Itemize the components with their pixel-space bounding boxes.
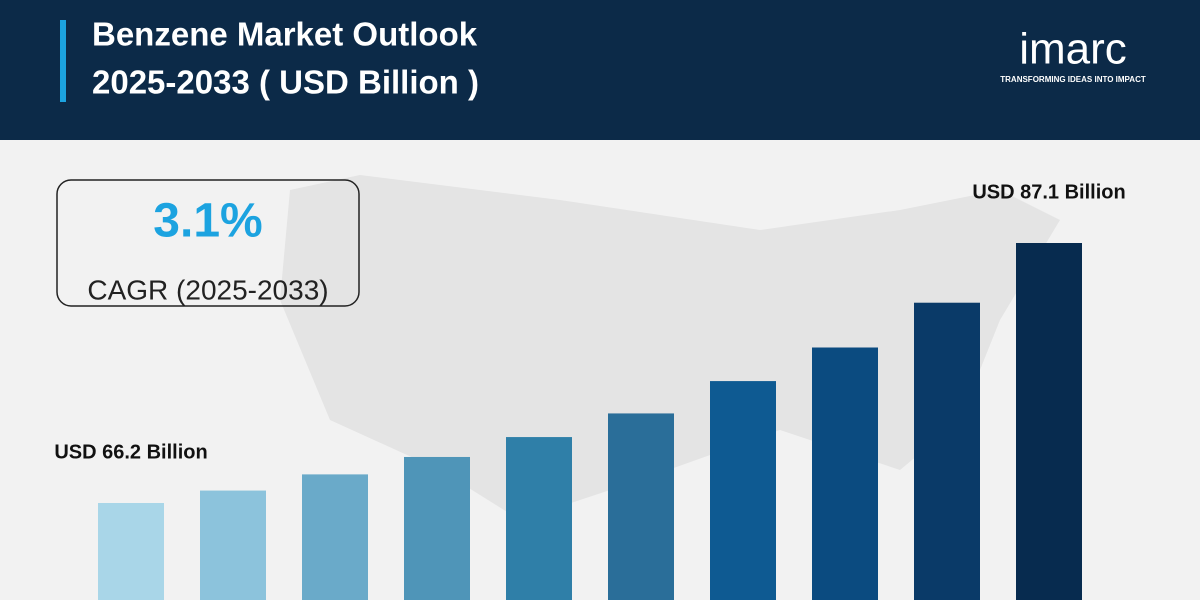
value-label: USD 66.2 Billion — [54, 441, 207, 463]
bar — [404, 456, 470, 600]
bar — [812, 347, 878, 600]
cagr-label: CAGR (2025-2033) — [87, 274, 328, 305]
value-label: USD 87.1 Billion — [972, 181, 1125, 203]
bar — [200, 490, 266, 600]
logo: imarc — [1019, 25, 1127, 74]
title-accent — [60, 20, 66, 102]
header-band — [0, 0, 1200, 140]
title-line: Benzene Market Outlook — [92, 16, 478, 53]
bar — [506, 437, 572, 600]
bar — [302, 474, 368, 600]
logo-tagline: TRANSFORMING IDEAS INTO IMPACT — [1000, 75, 1146, 84]
bar — [710, 381, 776, 600]
bar — [914, 302, 980, 600]
bar — [608, 413, 674, 600]
bar — [98, 503, 164, 600]
cagr-value: 3.1% — [153, 195, 262, 248]
title-line: 2025-2033 ( USD Billion ) — [92, 64, 479, 101]
bar — [1016, 243, 1082, 600]
cagr-box — [56, 179, 360, 307]
